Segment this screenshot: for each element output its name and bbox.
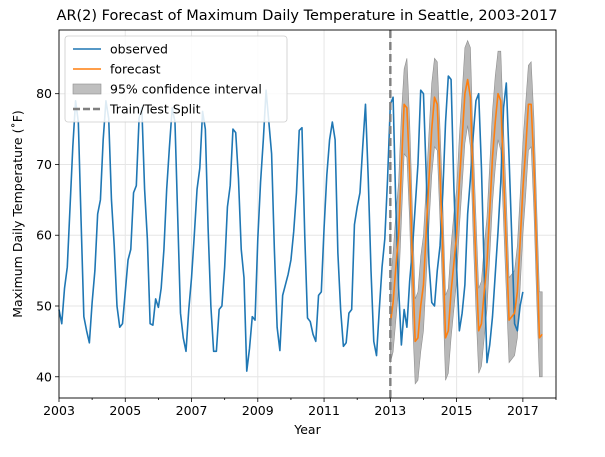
y-tick-label: 70 (36, 157, 52, 172)
x-axis: 2003 2005 2007 2009 2011 2013 2015 2017 (43, 398, 557, 418)
x-tick-label: 2011 (308, 403, 340, 418)
y-axis: 40 50 60 70 80 (36, 86, 59, 384)
chart-title: AR(2) Forecast of Maximum Daily Temperat… (57, 8, 558, 24)
series-lines (58, 75, 543, 372)
x-tick-label: 2013 (374, 403, 406, 418)
legend-label: observed (110, 42, 168, 57)
plot-frame (58, 29, 557, 399)
x-tick-label: 2015 (441, 403, 473, 418)
x-tick-label: 2005 (109, 403, 141, 418)
legend-label: Train/Test Split (109, 102, 201, 117)
legend-swatch (72, 83, 102, 95)
legend-label: forecast (110, 62, 161, 77)
y-tick-label: 60 (36, 228, 52, 243)
x-tick-label: 2007 (176, 403, 208, 418)
legend-label: 95% confidence interval (110, 82, 262, 97)
y-tick-label: 40 (36, 369, 52, 384)
observed-line (58, 75, 524, 372)
x-tick-label: 2003 (43, 403, 75, 418)
x-tick-label: 2017 (507, 403, 539, 418)
x-tick-label: 2009 (242, 403, 274, 418)
confidence-band (390, 39, 543, 385)
legend: observed forecast 95% confidence interval T… (64, 35, 288, 123)
y-tick-label: 80 (36, 86, 52, 101)
forecast-line (389, 78, 543, 343)
y-axis-label: Maximum Daily Temperature (˚F) (10, 110, 25, 318)
x-axis-label: Year (293, 422, 321, 437)
confidence-interval-band (390, 39, 543, 385)
legend-box (64, 35, 288, 123)
y-tick-label: 50 (36, 299, 52, 314)
